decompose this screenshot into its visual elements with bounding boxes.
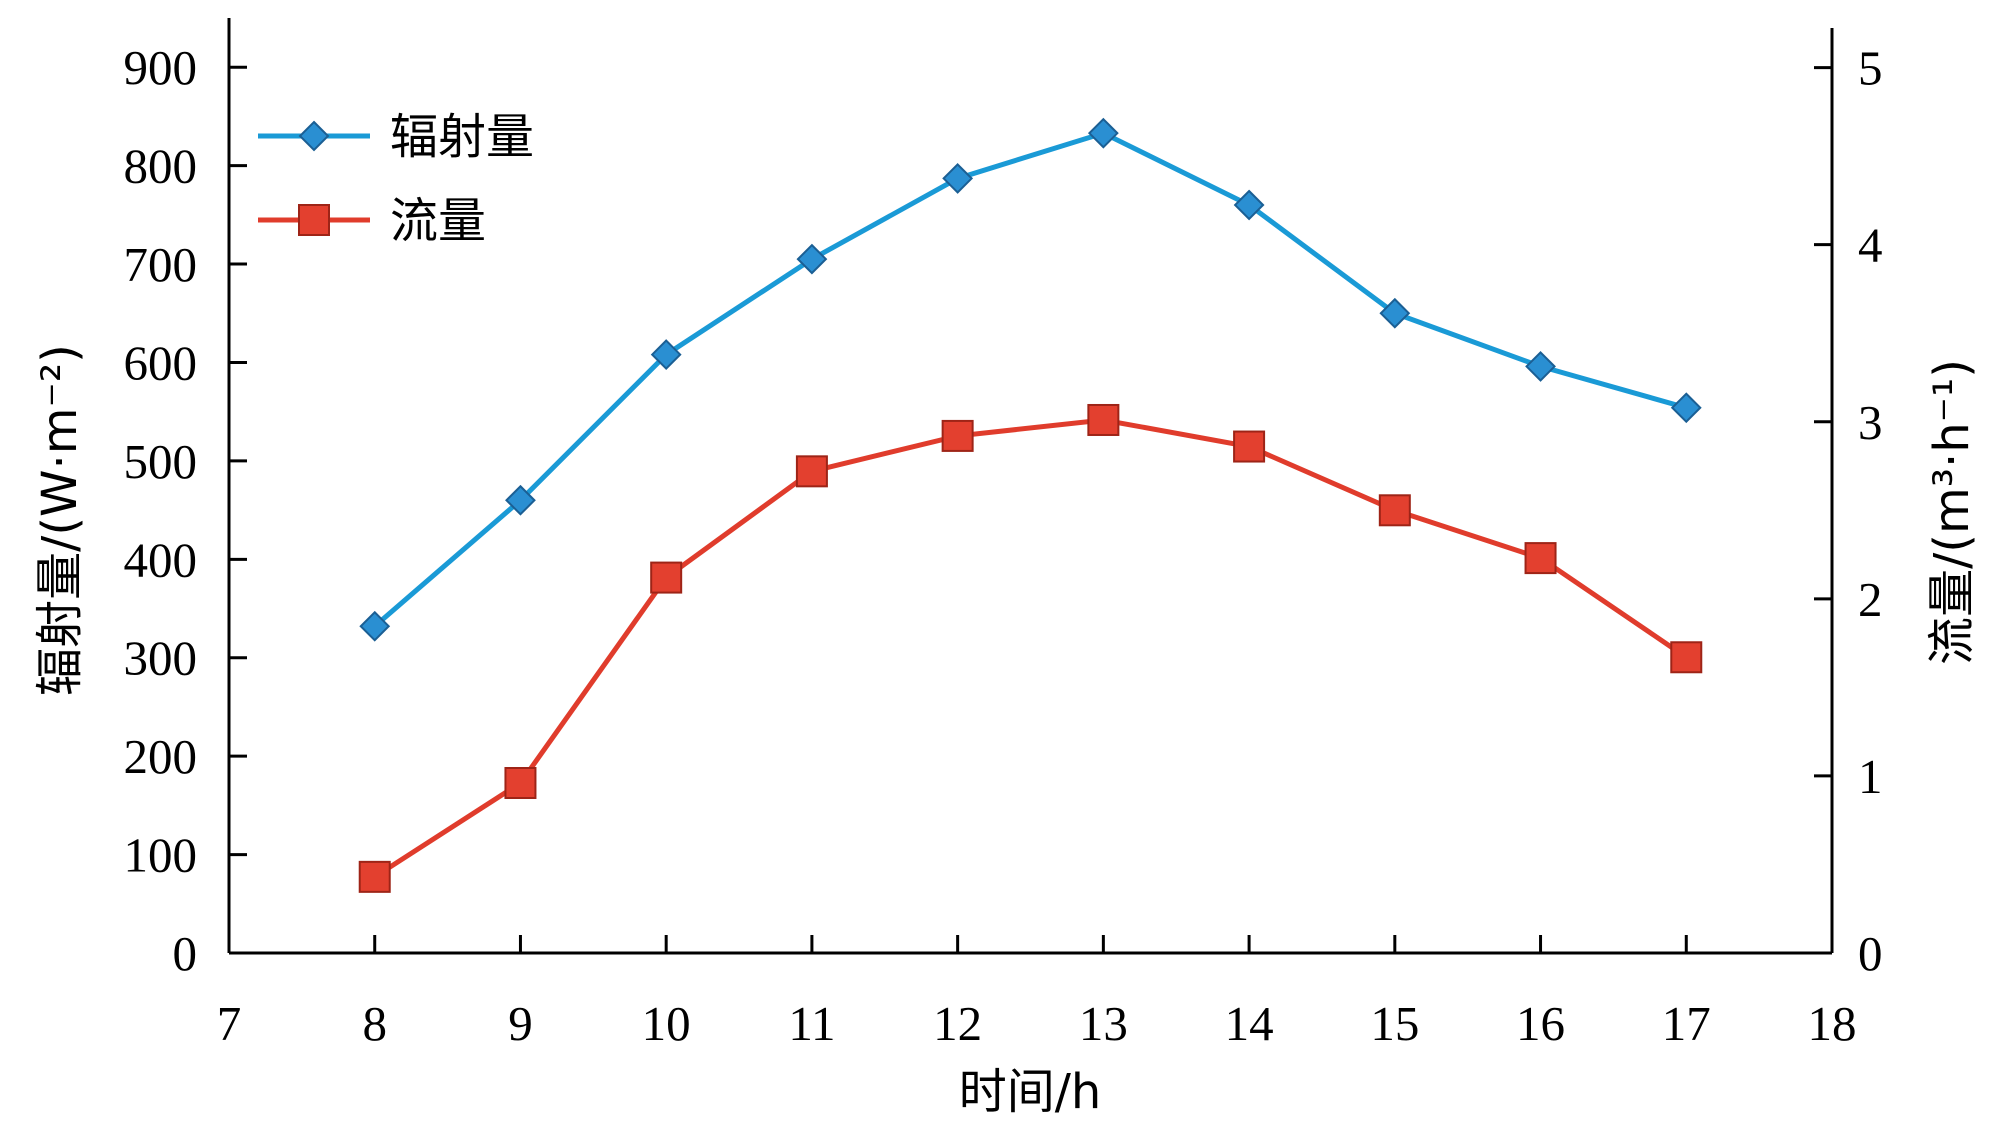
x-tick-label: 8: [362, 996, 387, 1051]
diamond-data-point: [1379, 297, 1411, 329]
left-y-axis-title: 辐射量/(W·m⁻²): [32, 344, 88, 696]
left-y-tick-label: 500: [124, 434, 198, 489]
square-data-point: [1524, 542, 1557, 575]
series-radiation: [359, 117, 1702, 642]
x-tick-label: 7: [217, 996, 242, 1051]
x-tick-label: 18: [1808, 996, 1857, 1051]
right-y-tick-label: 3: [1858, 395, 1883, 450]
x-tick-label: 10: [642, 996, 691, 1051]
diamond-data-point: [1525, 350, 1556, 382]
square-data-point: [358, 860, 391, 893]
left-y-tick-label: 100: [124, 828, 198, 883]
diamond-data-point: [796, 243, 828, 275]
legend-square-marker: [298, 204, 330, 236]
legend-label: 辐射量: [390, 109, 534, 165]
square-data-point: [1670, 641, 1703, 674]
square-data-point: [1378, 494, 1411, 527]
left-y-tick-label: 800: [124, 139, 198, 194]
x-tick-label: 17: [1662, 996, 1711, 1051]
series-flow: [358, 403, 1703, 893]
x-tick-label: 15: [1370, 996, 1419, 1051]
square-data-point: [1233, 430, 1266, 463]
series-line: [373, 130, 1687, 629]
right-y-tick-label: 1: [1858, 749, 1883, 804]
square-data-point: [941, 419, 974, 452]
square-data-point: [795, 455, 828, 488]
x-tick-label: 13: [1079, 996, 1128, 1051]
diamond-data-point: [359, 610, 391, 642]
right-y-tick-label: 5: [1858, 41, 1883, 96]
diamond-data-point: [1087, 117, 1119, 149]
left-y-tick-label: 600: [124, 335, 198, 390]
x-tick-label: 9: [508, 996, 533, 1051]
legend-label: 流量: [390, 193, 486, 249]
right-y-tick-label: 0: [1858, 926, 1883, 981]
series-layer: [358, 117, 1703, 893]
diamond-data-point: [505, 484, 536, 516]
square-data-point: [504, 767, 537, 799]
square-data-point: [650, 561, 683, 594]
legend-diamond-marker: [298, 120, 330, 152]
series-line: [373, 417, 1688, 879]
right-y-tick-label: 2: [1858, 572, 1883, 627]
diamond-data-point: [942, 163, 974, 194]
x-axis-title: 时间/h: [959, 1064, 1102, 1120]
right-y-axis-title: 流量/(m³·h⁻¹): [1924, 359, 1980, 665]
left-y-tick-label: 400: [124, 532, 198, 587]
right-y-tick-label: 4: [1858, 218, 1883, 273]
x-tick-label: 16: [1516, 996, 1565, 1051]
legend-item: 辐射量: [258, 109, 534, 165]
left-y-tick-label: 700: [124, 237, 198, 292]
left-y-tick-label: 0: [173, 926, 198, 981]
left-y-tick-label: 300: [124, 631, 198, 686]
diamond-data-point: [1233, 189, 1265, 221]
x-tick-label: 12: [933, 996, 982, 1051]
legend-item: 流量: [258, 193, 486, 249]
diamond-data-point: [1670, 392, 1702, 424]
x-tick-label: 14: [1225, 996, 1274, 1051]
left-y-tick-label: 900: [124, 40, 198, 95]
diamond-data-point: [650, 339, 682, 371]
square-data-point: [1087, 403, 1120, 436]
x-tick-label: 11: [788, 996, 835, 1051]
left-y-tick-label: 200: [124, 729, 198, 784]
